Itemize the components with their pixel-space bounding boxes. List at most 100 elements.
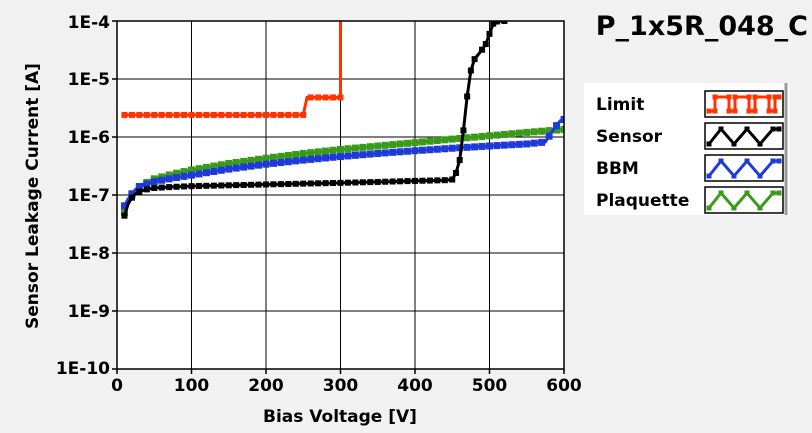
series-marker — [285, 180, 292, 187]
series-marker — [195, 111, 202, 118]
series-marker — [433, 145, 441, 153]
series-bbm — [120, 116, 564, 210]
series-marker — [337, 153, 344, 161]
series-marker — [456, 144, 464, 152]
series-marker — [452, 169, 459, 176]
legend-swatch-marker — [776, 126, 782, 132]
legend-swatch-marker — [776, 190, 782, 196]
series-marker — [493, 131, 501, 139]
series-marker — [263, 111, 269, 118]
series-marker — [508, 130, 516, 138]
series-marker — [419, 177, 426, 184]
series-marker — [374, 142, 382, 150]
series-marker — [143, 180, 151, 188]
series-marker — [426, 177, 433, 184]
series-marker — [225, 111, 232, 118]
series-marker — [523, 140, 531, 148]
series-marker — [315, 94, 322, 101]
series-marker — [404, 139, 412, 147]
series-marker — [374, 149, 382, 157]
legend-swatch-marker — [752, 108, 758, 114]
series-marker — [195, 165, 203, 173]
series-marker — [263, 181, 269, 188]
series-marker — [136, 111, 143, 118]
legend-label: Limit — [596, 95, 644, 115]
legend-swatch-marker — [770, 158, 776, 164]
legend-swatch — [704, 186, 784, 214]
series-marker — [240, 181, 247, 188]
series-marker — [493, 142, 501, 150]
series-marker — [158, 176, 166, 184]
y-tick-label: 1E-6 — [68, 128, 110, 148]
legend-label: BBM — [596, 159, 639, 179]
series-marker — [277, 181, 284, 188]
series-marker — [460, 127, 467, 134]
series-marker — [270, 181, 277, 188]
legend-swatch-marker — [718, 158, 724, 164]
series-marker — [486, 30, 493, 37]
series-sensor — [121, 21, 508, 219]
series-marker — [269, 159, 277, 167]
legend-swatch-marker — [744, 126, 750, 132]
series-marker — [441, 136, 449, 144]
series-marker — [314, 155, 322, 163]
series-marker — [337, 145, 344, 153]
series-marker — [299, 156, 307, 164]
series-marker — [300, 111, 307, 118]
series-marker — [218, 182, 225, 189]
series-marker — [255, 181, 262, 188]
series-marker — [381, 141, 389, 149]
series-marker — [314, 148, 322, 156]
series-marker — [270, 111, 277, 118]
series-marker — [195, 170, 203, 178]
y-tick-label: 1E-4 — [68, 13, 110, 33]
series-marker — [337, 94, 344, 101]
series-marker — [366, 150, 374, 158]
y-tick-label: 1E-8 — [68, 244, 110, 264]
series-marker — [553, 126, 561, 134]
series-marker — [493, 21, 500, 25]
series-marker — [218, 111, 225, 118]
series-marker — [217, 161, 225, 169]
legend-item-sensor: Sensor — [596, 122, 784, 150]
series-marker — [500, 141, 508, 149]
series-marker — [232, 164, 240, 172]
series-marker — [500, 130, 508, 138]
series-marker — [292, 180, 299, 187]
series-marker — [501, 21, 508, 24]
x-tick-label: 600 — [546, 376, 582, 396]
series-marker — [307, 149, 315, 157]
legend-swatch-marker — [731, 141, 737, 147]
series-marker — [188, 171, 195, 179]
series-marker — [262, 154, 270, 162]
series-marker — [181, 111, 188, 118]
series-marker — [478, 142, 486, 150]
series-marker — [166, 184, 173, 191]
series-layer — [120, 21, 564, 219]
series-marker — [329, 153, 337, 161]
series-marker — [359, 143, 367, 151]
series-marker — [382, 178, 389, 185]
series-marker — [418, 146, 426, 154]
series-marker — [456, 157, 463, 164]
series-marker — [508, 141, 516, 149]
legend-swatch-marker — [712, 94, 718, 100]
series-marker — [150, 178, 158, 186]
series-marker — [202, 163, 210, 171]
x-tick-label: 0 — [111, 376, 123, 396]
series-marker — [248, 111, 255, 118]
legend-label: Sensor — [596, 127, 663, 147]
series-marker — [448, 135, 456, 143]
series-marker — [188, 166, 195, 174]
series-marker — [330, 180, 337, 187]
legend-swatch-marker — [744, 190, 750, 196]
series-marker — [471, 143, 479, 151]
legend-swatch-marker — [731, 173, 737, 179]
series-marker — [351, 151, 359, 159]
series-marker — [322, 180, 329, 187]
series-marker — [188, 111, 195, 118]
series-marker — [490, 21, 497, 27]
series-marker — [397, 178, 404, 185]
series-limit — [121, 21, 344, 118]
x-axis-ticks: 0 100 200 300 400 500 600 — [111, 369, 582, 396]
